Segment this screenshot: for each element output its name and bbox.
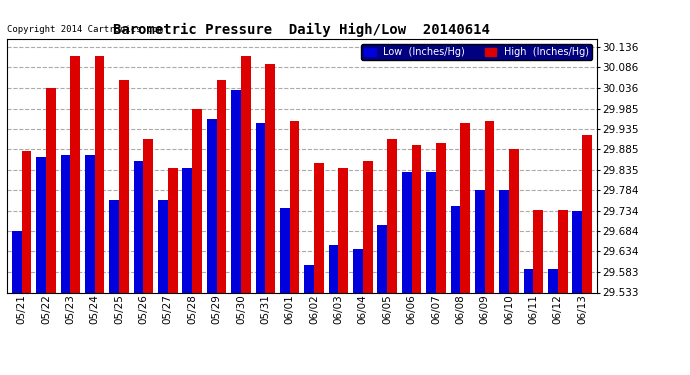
Bar bbox=[36, 158, 46, 292]
Bar bbox=[363, 162, 373, 292]
Bar bbox=[533, 210, 543, 292]
Bar bbox=[314, 164, 324, 292]
Bar bbox=[109, 200, 119, 292]
Bar bbox=[231, 90, 241, 292]
Bar bbox=[217, 80, 226, 292]
Bar bbox=[304, 265, 314, 292]
Bar bbox=[255, 123, 266, 292]
Bar bbox=[61, 155, 70, 292]
Title: Barometric Pressure  Daily High/Low  20140614: Barometric Pressure Daily High/Low 20140… bbox=[113, 22, 491, 37]
Bar bbox=[134, 162, 144, 292]
Bar bbox=[338, 168, 348, 292]
Bar bbox=[158, 200, 168, 292]
Bar bbox=[582, 135, 592, 292]
Bar bbox=[524, 269, 533, 292]
Bar bbox=[70, 56, 80, 292]
Bar bbox=[46, 88, 56, 292]
Bar bbox=[182, 168, 193, 292]
Bar bbox=[207, 119, 217, 292]
Bar bbox=[426, 172, 436, 292]
Bar bbox=[193, 108, 202, 292]
Bar bbox=[548, 269, 558, 292]
Bar bbox=[168, 168, 177, 292]
Bar bbox=[558, 210, 568, 292]
Bar bbox=[460, 123, 470, 292]
Text: Copyright 2014 Cartronics.com: Copyright 2014 Cartronics.com bbox=[7, 26, 163, 34]
Bar bbox=[85, 155, 95, 292]
Bar bbox=[402, 172, 411, 292]
Bar bbox=[377, 225, 387, 292]
Legend: Low  (Inches/Hg), High  (Inches/Hg): Low (Inches/Hg), High (Inches/Hg) bbox=[361, 44, 592, 60]
Bar bbox=[484, 121, 495, 292]
Bar bbox=[328, 245, 338, 292]
Bar bbox=[266, 64, 275, 292]
Bar bbox=[144, 139, 153, 292]
Bar bbox=[12, 231, 21, 292]
Bar bbox=[509, 149, 519, 292]
Bar bbox=[436, 143, 446, 292]
Bar bbox=[290, 121, 299, 292]
Bar bbox=[500, 190, 509, 292]
Bar bbox=[411, 145, 422, 292]
Bar bbox=[387, 139, 397, 292]
Bar bbox=[451, 206, 460, 292]
Bar bbox=[353, 249, 363, 292]
Bar bbox=[119, 80, 129, 292]
Bar bbox=[280, 208, 290, 292]
Bar bbox=[573, 211, 582, 292]
Bar bbox=[241, 56, 250, 292]
Bar bbox=[21, 151, 31, 292]
Bar bbox=[475, 190, 484, 292]
Bar bbox=[95, 56, 104, 292]
